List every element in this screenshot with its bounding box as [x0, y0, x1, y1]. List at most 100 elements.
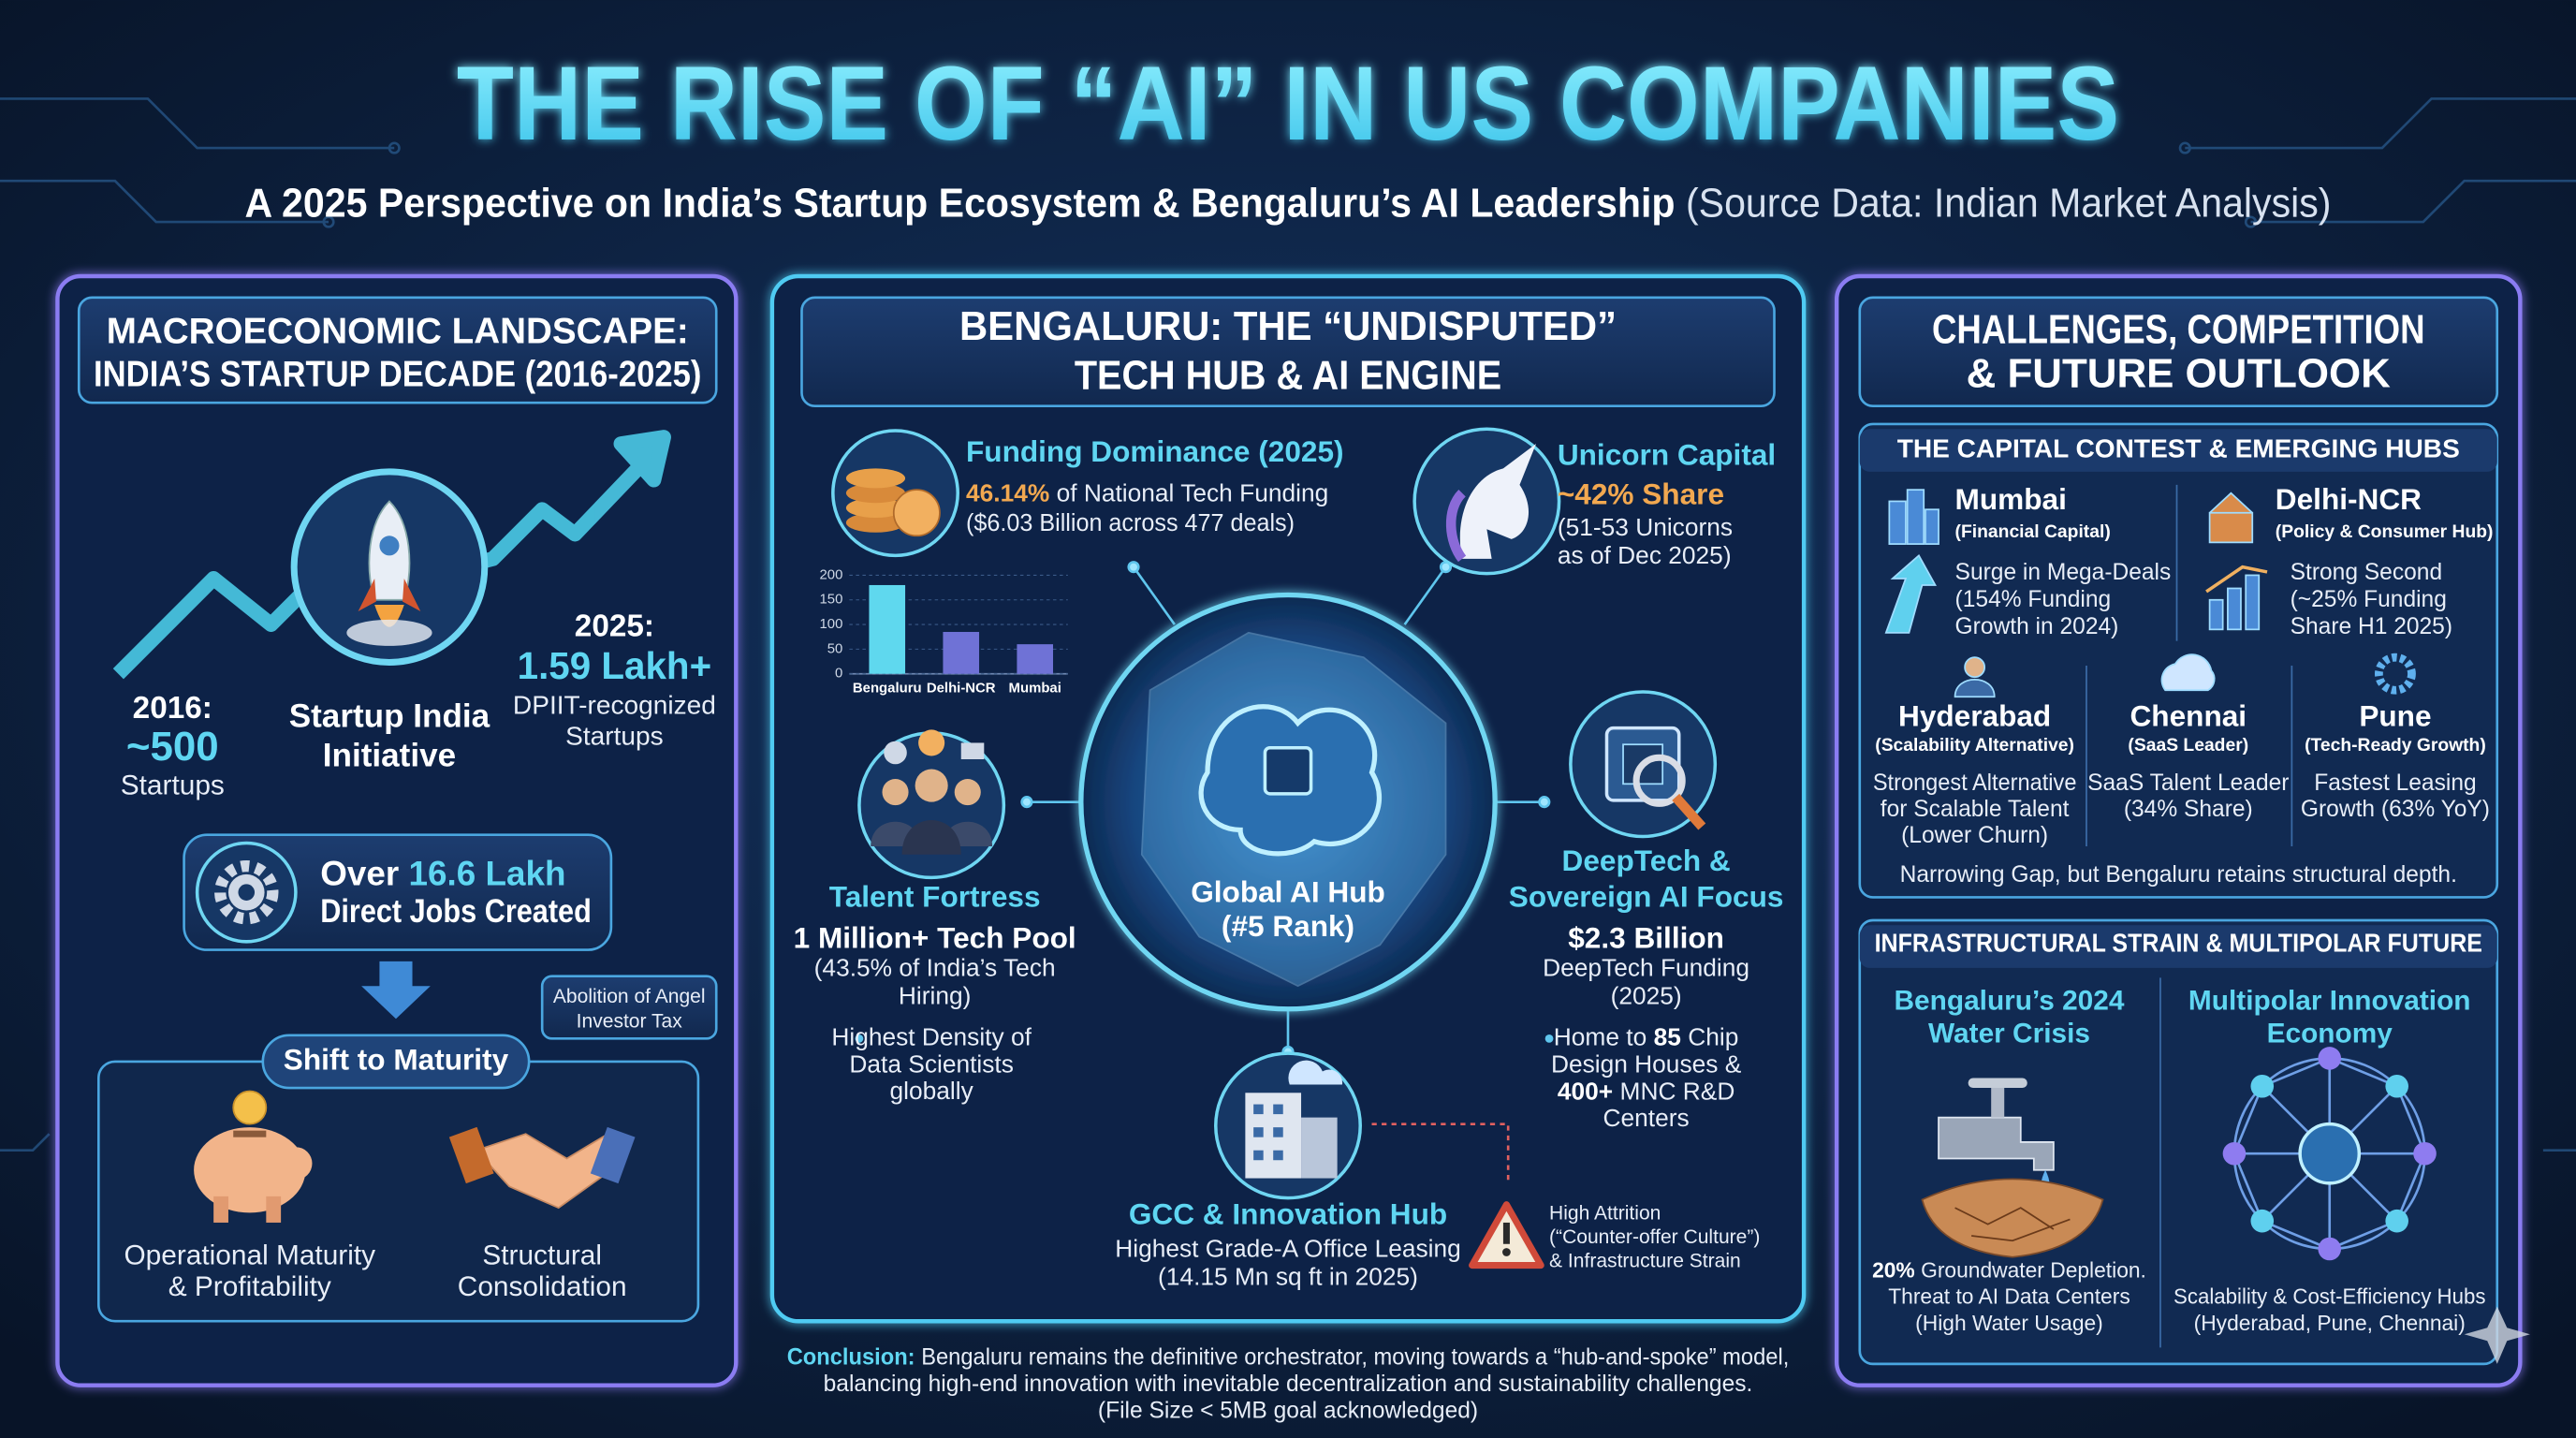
chart-yticks: 50: [827, 641, 843, 656]
growth-arrow-part: [613, 430, 671, 488]
emerging-name: Chennai: [2130, 698, 2247, 732]
coins-icon-part: [845, 512, 906, 533]
funding-share: 46.14%: [966, 478, 1049, 506]
major-detail: Share H1 2025): [2291, 614, 2452, 639]
text-line: Over 16.6 Lakh: [320, 854, 565, 892]
dividers: [2086, 484, 2293, 1348]
header-title: THE RISE OF “AI” IN US COMPANIES: [457, 44, 2119, 162]
network-icon-part-part: [2222, 1141, 2247, 1166]
chart-yticks: 0: [835, 667, 842, 682]
unicorn-title: Unicorn Capital: [1558, 437, 1776, 471]
city-icons-part: [2375, 653, 2416, 695]
people-icon-part: [915, 769, 948, 802]
major-detail: (~25% Funding: [2291, 587, 2447, 612]
emerging-detail: (Lower Churn): [1901, 823, 2048, 848]
network-icon-part-part: [2318, 1237, 2342, 1261]
deeptech-detail: DeepTech Funding: [1543, 954, 1749, 982]
coins-icon-part: [892, 489, 941, 537]
water-detail: Threat to AI Data Centers: [1888, 1284, 2130, 1309]
network-icon-part-part: [2250, 1074, 2275, 1098]
globe: [1078, 592, 1498, 1012]
major-detail: Surge in Mega-Deals: [1955, 560, 2172, 585]
text-line: A 2025 Perspective on India’s Startup Ec…: [245, 180, 2332, 226]
macro-initiative: Startup India: [289, 697, 490, 734]
chart-yticks: 100: [819, 617, 842, 632]
text-line: Design Houses &: [1551, 1049, 1742, 1078]
start-value: ~500: [126, 724, 219, 770]
coins-icon-part: [845, 497, 906, 518]
macro-title: MACROECONOMIC LANDSCAPE:: [107, 312, 689, 352]
people-icon-part: [918, 729, 945, 756]
talent-bullet: Highest Density of: [831, 1022, 1032, 1050]
major-role: (Financial Capital): [1955, 522, 2111, 542]
multipolar-detail: (Hyderabad, Pune, Chennai): [2194, 1311, 2466, 1335]
talent-detail: (43.5% of India’s Tech: [814, 954, 1056, 982]
deeptech-bullet: Chip: [1688, 1022, 1738, 1050]
deeptech-bullet: MNC R&D: [1620, 1077, 1735, 1105]
circuit-decor-part: [2244, 215, 2258, 228]
conclusion-label: Conclusion:: [787, 1345, 915, 1371]
major-role: (Policy & Consumer Hub): [2276, 522, 2494, 542]
connector-lines-part: [1020, 796, 1033, 809]
emerging-name: Hyderabad: [1898, 698, 2051, 732]
city-icons: [1884, 489, 2416, 698]
rocket-icon: [290, 468, 489, 666]
emerging-detail: Strongest Alternative: [1873, 770, 2077, 796]
bar: [943, 631, 980, 674]
end-unit: Startups: [565, 722, 664, 751]
connector-lines-part: [1403, 565, 1447, 625]
macro-outcomes: Structural: [482, 1240, 602, 1271]
city-icons-part: [1888, 500, 1907, 545]
talent-bullet: Data Scientists: [849, 1049, 1014, 1078]
piggy-icon-part: [232, 1090, 268, 1125]
rocket-icon-part: [379, 536, 400, 556]
building-icon-part-part: [1253, 1104, 1264, 1115]
deeptech-bullet: 85: [1654, 1022, 1681, 1050]
globe-part: [1263, 745, 1313, 796]
circuit-decor: [0, 97, 2576, 1152]
emerging-role: (SaaS Leader): [2128, 736, 2248, 756]
major-detail: Growth in 2024): [1955, 614, 2119, 639]
piggy-icon-part: [233, 1130, 267, 1137]
water-icon-part: [1991, 1084, 2005, 1118]
bar: [1017, 644, 1054, 674]
down-arrow: [361, 961, 431, 1020]
header-boxes-part: [183, 833, 613, 951]
bengaluru-risk: & Infrastructure Strain: [1549, 1251, 1741, 1272]
unicorn-icon-part: [1459, 444, 1537, 559]
building-icon: [1214, 1051, 1362, 1200]
bengaluru-risk: (“Counter-offer Culture”): [1549, 1226, 1760, 1248]
unicorn-share: ~42% Share: [1558, 477, 1724, 511]
bullets-part: [855, 1034, 864, 1043]
building-icon-part: [1301, 1117, 1338, 1179]
unicorn-icon-part: [1445, 489, 1467, 563]
people-icon-part: [871, 821, 993, 847]
end-year: 2025:: [575, 609, 654, 643]
emerging-role: (Scalability Alternative): [1875, 736, 2074, 756]
major-detail: (154% Funding: [1955, 587, 2112, 612]
network-icon: [2222, 1047, 2437, 1261]
text-line: Centers: [1603, 1104, 1690, 1132]
major-detail: Strong Second: [2291, 560, 2442, 585]
text-line: 46.14% of National Tech Funding: [966, 478, 1328, 506]
city-icons-part: [2160, 653, 2216, 692]
header-subtitle: A 2025 Perspective on India’s Startup Ec…: [245, 180, 1676, 226]
city-icons-part: [2208, 598, 2224, 631]
emerging-detail: SaaS Talent Leader: [2087, 770, 2289, 796]
handshake-icon: [448, 1126, 636, 1210]
gear-icon: [195, 841, 298, 944]
text-line: Home to 85 Chip: [1554, 1022, 1739, 1050]
building-icon-part-part: [1273, 1150, 1283, 1161]
circuit-decor-part: [388, 141, 401, 154]
deeptech-bullet: 400+: [1558, 1077, 1613, 1105]
deeptech-value: $2.3 Billion: [1568, 920, 1724, 954]
multipolar-title: Economy: [2267, 1019, 2393, 1049]
water-icon-part: [1968, 1078, 2027, 1089]
multipolar-title: Multipolar Innovation: [2188, 986, 2471, 1017]
city-icons-part: [1964, 656, 1986, 679]
macro-outcomes: Consolidation: [458, 1271, 627, 1302]
unicorn-detail: as of Dec 2025): [1558, 541, 1732, 569]
conclusion-text: Bengaluru remains the definitive orchest…: [921, 1345, 1789, 1371]
